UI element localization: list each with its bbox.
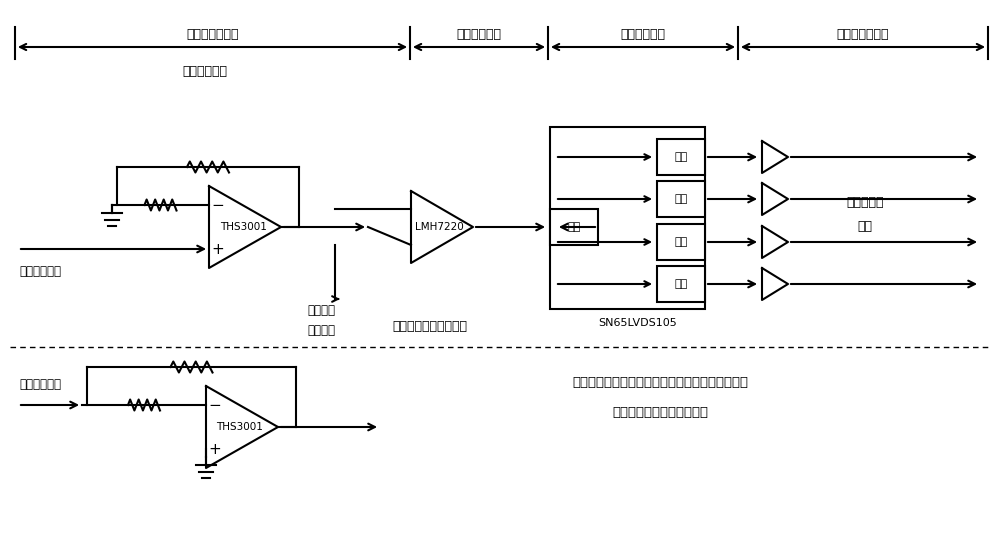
Text: 部分改为反相放大电路实现: 部分改为反相放大电路实现 xyxy=(612,405,708,418)
Text: 长距离驱动部分: 长距离驱动部分 xyxy=(837,27,889,40)
Text: 长距离电缆: 长距离电缆 xyxy=(846,195,884,208)
Text: 过阈甄别: 过阈甄别 xyxy=(307,304,335,317)
Text: THS3001: THS3001 xyxy=(217,422,263,432)
Text: −: − xyxy=(212,198,224,213)
Text: THS3001: THS3001 xyxy=(220,222,266,232)
Bar xyxy=(657,266,705,302)
Text: 正相起始信号: 正相起始信号 xyxy=(19,265,61,278)
Text: 反相起始信号: 反相起始信号 xyxy=(19,379,61,391)
Bar xyxy=(657,224,705,260)
Text: 端口: 端口 xyxy=(674,279,688,289)
Text: −: − xyxy=(209,397,221,412)
Text: 端口: 端口 xyxy=(674,194,688,204)
Text: 参考电压: 参考电压 xyxy=(307,324,335,337)
Text: +: + xyxy=(212,242,224,257)
Text: 传输: 传输 xyxy=(858,221,872,234)
Bar xyxy=(657,139,705,175)
Text: 端口: 端口 xyxy=(674,237,688,247)
Text: SN65LVDS105: SN65LVDS105 xyxy=(598,318,677,328)
Text: 多路扇出部分: 多路扇出部分 xyxy=(620,27,666,40)
Text: 针对反相起始信号的扇出模块，通过将过饱和放大: 针对反相起始信号的扇出模块，通过将过饱和放大 xyxy=(572,375,748,388)
Text: +: + xyxy=(209,441,221,456)
Text: 端口: 端口 xyxy=(567,222,581,232)
Bar xyxy=(550,209,598,245)
Text: 正相放大电路: 正相放大电路 xyxy=(182,66,228,78)
Text: 端口: 端口 xyxy=(674,152,688,162)
Bar xyxy=(550,127,705,309)
Text: 过饱和放大部分: 过饱和放大部分 xyxy=(186,27,239,40)
Bar xyxy=(657,181,705,217)
Text: LMH7220: LMH7220 xyxy=(415,222,463,232)
Text: 起始信号扇出原理框图: 起始信号扇出原理框图 xyxy=(392,321,468,333)
Text: 过阈甄别部分: 过阈甄别部分 xyxy=(456,27,502,40)
